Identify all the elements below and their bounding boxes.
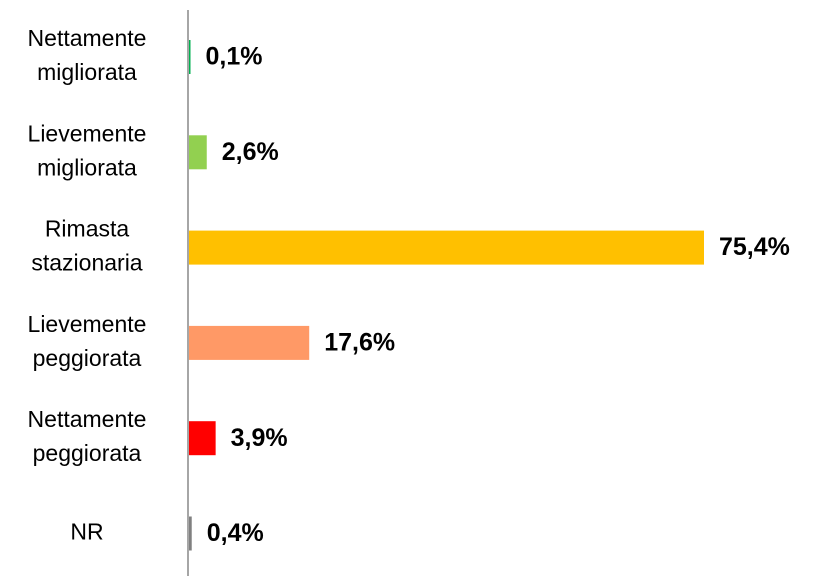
category-label: Lievemente migliorata xyxy=(28,120,147,180)
data-label: 3,9% xyxy=(231,424,288,452)
data-label: 2,6% xyxy=(222,138,279,166)
data-label: 0,4% xyxy=(207,519,264,547)
category-label: Nettamente migliorata xyxy=(28,25,147,85)
category-label: Lievemente peggiorata xyxy=(28,311,147,371)
category-label: Nettamente peggiorata xyxy=(28,406,147,466)
bar xyxy=(189,230,704,265)
data-label: 0,1% xyxy=(206,43,263,71)
category-label: Rimasta stazionaria xyxy=(31,216,142,276)
bar xyxy=(189,135,207,170)
data-label: 75,4% xyxy=(719,233,790,261)
bar xyxy=(189,40,191,74)
bar xyxy=(189,325,310,360)
category-label: NR xyxy=(70,519,103,545)
bar xyxy=(189,421,216,456)
bar xyxy=(189,516,192,551)
data-label: 17,6% xyxy=(324,329,395,357)
